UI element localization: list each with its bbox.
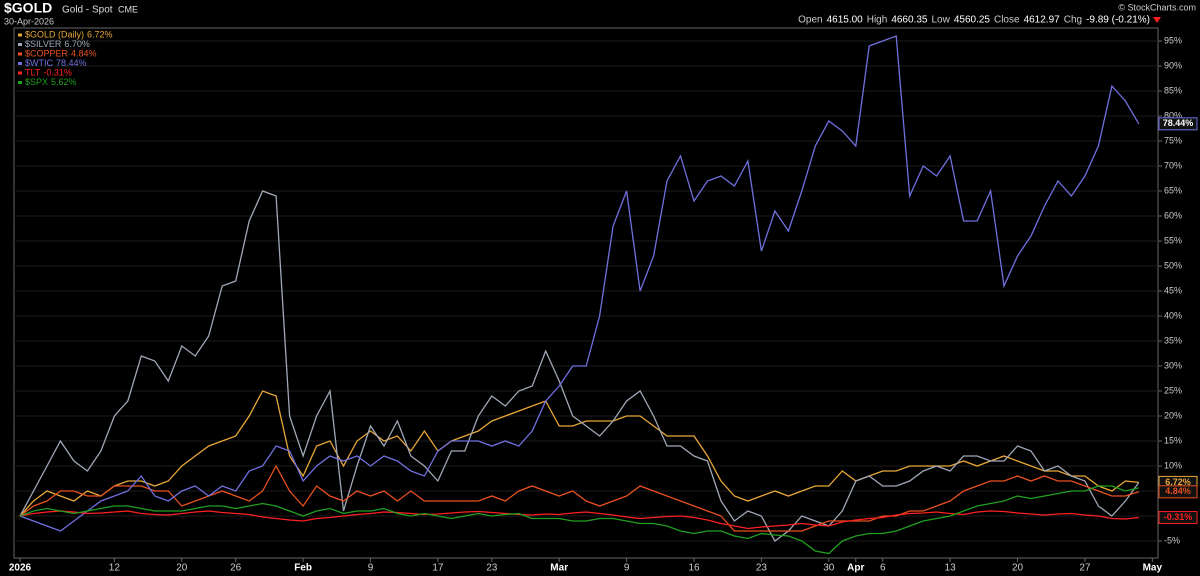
legend-name: $SPX: [25, 77, 48, 87]
y-tick-label: 35%: [1164, 335, 1182, 345]
y-tick-label: 10%: [1164, 460, 1182, 470]
legend-name: $GOLD (Daily): [25, 29, 84, 39]
x-tick-label: 27: [1079, 563, 1091, 574]
legend-swatch: [18, 52, 22, 56]
exchange: CME: [118, 4, 138, 14]
quote: Open 4615.00 High 4660.35 Low 4560.25 Close 461…: [798, 15, 1150, 26]
quote-value: 4560.25: [954, 15, 991, 26]
legend-value: 5.62%: [51, 77, 77, 87]
y-tick-label: 75%: [1164, 135, 1182, 145]
end-tag-label: -0.31%: [1164, 512, 1193, 522]
y-tick-label: 60%: [1164, 210, 1182, 220]
end-tag: [1158, 485, 1198, 499]
y-tick-label: 40%: [1164, 310, 1182, 320]
quote-value: 4660.35: [891, 15, 928, 26]
x-tick-label: 26: [230, 563, 242, 574]
legend-swatch: [18, 62, 22, 65]
x-tick-label: 12: [109, 563, 121, 574]
quote-label: Chg: [1064, 15, 1082, 26]
x-tick-label: 13: [945, 563, 957, 574]
legend-value: 4.84%: [71, 48, 97, 58]
x-tick-label: 16: [688, 563, 700, 574]
end-tag-label: 4.84%: [1165, 486, 1191, 496]
series-line: [19, 390, 1139, 517]
y-tick-label: 85%: [1164, 85, 1182, 95]
quote-label: Low: [931, 15, 950, 26]
legend-value: -0.31%: [43, 67, 72, 77]
legend-value: 78.44%: [56, 58, 87, 68]
x-tick-label: 23: [486, 563, 498, 574]
x-tick-label: 2026: [9, 563, 32, 574]
y-tick-label: 70%: [1164, 160, 1182, 170]
down-arrow: [1153, 17, 1161, 23]
x-tick-label: 17: [432, 563, 444, 574]
x-tick-label: 9: [368, 563, 374, 574]
legend-value: 6.72%: [87, 29, 113, 39]
legend-swatch: [18, 81, 22, 84]
series-line: [19, 485, 1139, 555]
y-tick-label: 55%: [1164, 235, 1182, 245]
series-line: [19, 464, 1139, 532]
description: Gold - Spot: [62, 5, 113, 16]
legend-name: $WTIC: [25, 58, 53, 68]
y-tick-label: 15%: [1164, 435, 1182, 445]
end-tag: [1158, 117, 1198, 131]
x-tick-label: May: [1143, 563, 1163, 574]
quote-value: 4615.00: [827, 15, 864, 26]
quote-label: Open: [798, 15, 822, 26]
x-tick-label: Mar: [550, 563, 568, 574]
quote-label: Close: [994, 15, 1020, 26]
y-tick-label: 90%: [1164, 60, 1182, 70]
y-tick-label: 50%: [1164, 260, 1182, 270]
legend-name: TLT: [25, 67, 41, 77]
x-tick-label: 30: [823, 563, 835, 574]
x-tick-label: 20: [176, 563, 188, 574]
x-tick-label: 6: [880, 563, 886, 574]
end-tag-label: 6.72%: [1165, 477, 1191, 487]
x-tick-label: Apr: [847, 563, 864, 574]
symbol: $GOLD: [4, 0, 52, 16]
legend-swatch: [18, 43, 22, 46]
quote-value: -9.89 (-0.21%): [1086, 15, 1150, 26]
x-tick-label: 9: [624, 563, 630, 574]
y-tick-label: 25%: [1164, 385, 1182, 395]
legend-swatch: [18, 71, 22, 75]
y-tick-label: -5%: [1164, 535, 1180, 545]
y-tick-label: 80%: [1164, 110, 1182, 120]
series-line: [19, 190, 1140, 542]
x-tick-label: 20: [1012, 563, 1024, 574]
y-tick-label: 65%: [1164, 185, 1182, 195]
x-tick-label: Feb: [294, 563, 312, 574]
quote-value: 4612.97: [1024, 15, 1061, 26]
y-tick-label: 20%: [1164, 410, 1182, 420]
series-line: [19, 35, 1140, 532]
legend-value: 6.70%: [64, 39, 90, 49]
y-tick-label: 45%: [1164, 285, 1182, 295]
end-tag-label: 78.44%: [1163, 118, 1194, 128]
series-line: [19, 510, 1139, 530]
x-tick-label: 23: [756, 563, 768, 574]
y-tick-label: 95%: [1164, 35, 1182, 45]
legend-name: $COPPER: [25, 48, 69, 58]
legend-name: $SILVER: [25, 39, 62, 49]
date: 30-Apr-2026: [4, 16, 54, 26]
plot-frame: [13, 27, 1159, 559]
y-tick-label: 30%: [1164, 360, 1182, 370]
legend-swatch: [18, 33, 22, 37]
watermark: © StockCharts.com: [1118, 2, 1196, 12]
end-tag: [1158, 511, 1198, 525]
quote-label: High: [867, 15, 888, 26]
